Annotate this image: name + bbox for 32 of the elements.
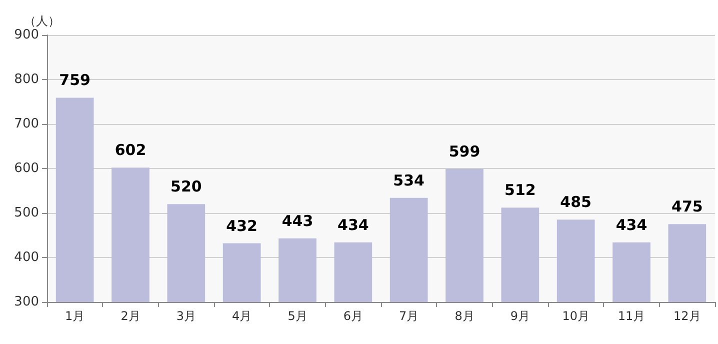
data-label: 520 xyxy=(170,178,202,196)
y-tick-label: 700 xyxy=(14,116,39,132)
data-label: 475 xyxy=(672,198,703,216)
x-tick-label: 7月 xyxy=(399,309,419,323)
y-tick-label: 900 xyxy=(14,28,39,42)
x-tick-label: 1月 xyxy=(65,309,85,323)
data-label: 512 xyxy=(504,181,536,200)
data-label: 534 xyxy=(393,171,424,190)
x-tick-label: 3月 xyxy=(176,309,196,323)
data-label: 602 xyxy=(114,141,146,160)
x-tick-label: 9月 xyxy=(510,309,530,323)
y-tick-label: 400 xyxy=(14,250,39,265)
x-tick-label: 11月 xyxy=(618,309,646,323)
x-tick-label: 5月 xyxy=(288,309,308,323)
y-tick-label: 800 xyxy=(14,72,39,87)
y-tick-label: 300 xyxy=(14,294,39,310)
x-tick-label: 6月 xyxy=(343,309,363,323)
x-tick-label: 8月 xyxy=(454,309,474,323)
data-label: 432 xyxy=(226,216,258,235)
data-label: 599 xyxy=(448,142,480,160)
x-tick-label: 2月 xyxy=(120,309,140,323)
data-label: 434 xyxy=(616,216,648,234)
x-tick-label: 4月 xyxy=(232,309,252,323)
data-label: 443 xyxy=(282,212,314,230)
y-tick-label: 500 xyxy=(14,206,39,220)
data-label: 759 xyxy=(59,71,90,90)
y-tick-label: 600 xyxy=(14,161,39,176)
x-tick-label: 12月 xyxy=(674,309,701,323)
data-label: 434 xyxy=(338,216,369,234)
y-axis-title: （人） xyxy=(24,14,60,28)
data-label: 485 xyxy=(560,193,592,212)
x-tick-label: 10月 xyxy=(562,309,590,323)
